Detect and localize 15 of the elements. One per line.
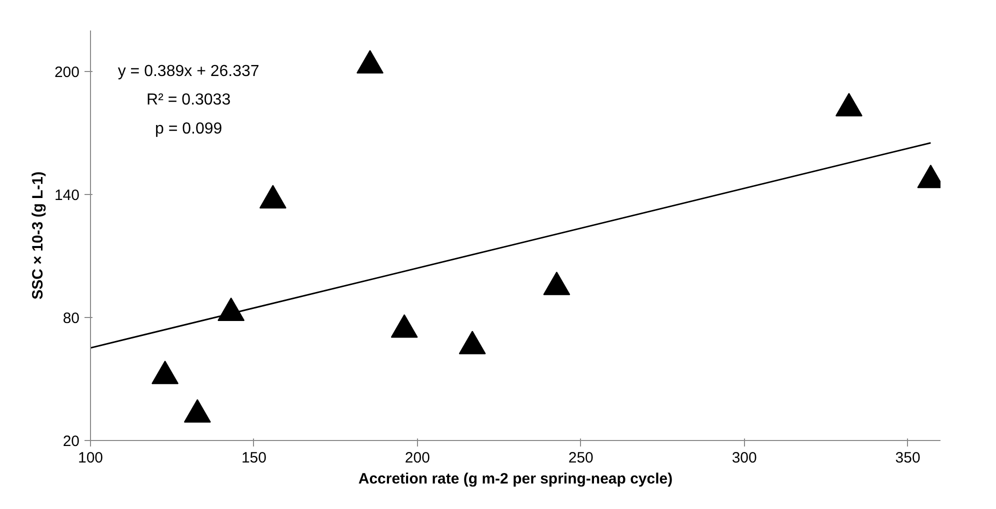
annotation: p = 0.099: [154, 120, 222, 138]
x-tick-label: 100: [78, 450, 104, 466]
x-tick-label: 250: [568, 450, 594, 466]
y-tick-label: 20: [62, 433, 80, 450]
annotation: y = 0.389x + 26.337: [118, 63, 260, 80]
y-axis-title: SSC × 10-3 (g L-1): [29, 172, 46, 300]
y-tick-label: 200: [54, 64, 80, 81]
x-tick-label: 300: [732, 450, 757, 466]
x-axis-title: Accretion rate (g m-2 per spring-neap cycle): [358, 470, 673, 488]
x-tick-label: 150: [241, 450, 266, 466]
annotation: R² = 0.3033: [146, 92, 231, 109]
x-tick-label: 200: [404, 450, 430, 466]
y-tick-label: 80: [62, 310, 80, 327]
x-tick-label: 350: [895, 450, 920, 466]
y-tick-label: 140: [54, 187, 80, 204]
